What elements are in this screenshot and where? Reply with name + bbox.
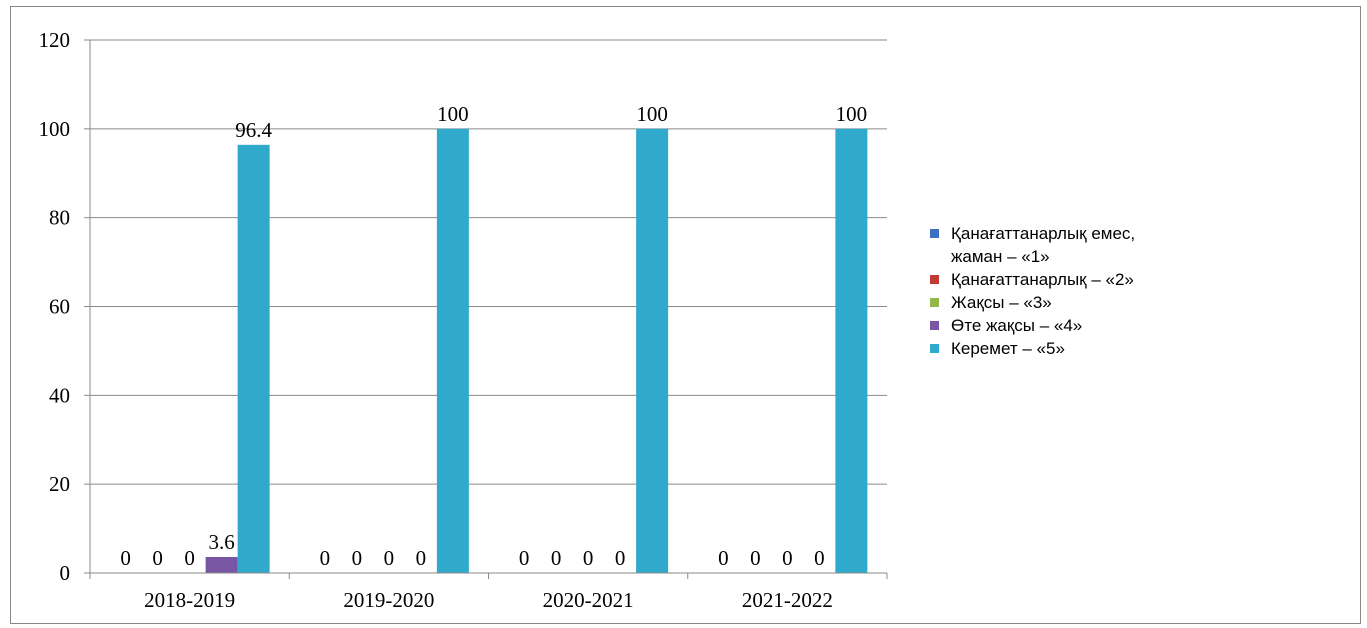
y-tick-label: 40 (49, 383, 70, 407)
legend-swatch (930, 275, 939, 284)
legend: Қанағаттанарлық емес, жаман – «1» Қанағат… (930, 222, 1150, 360)
y-tick-label: 20 (49, 472, 70, 496)
data-label: 100 (836, 102, 868, 126)
legend-item: Қанағаттанарлық емес, жаман – «1» (930, 222, 1150, 268)
legend-label: Жақсы – «3» (951, 293, 1052, 312)
y-tick-label: 80 (49, 206, 70, 230)
data-label: 0 (615, 546, 626, 570)
bar (835, 128, 868, 574)
data-label: 0 (152, 546, 163, 570)
data-label: 0 (120, 546, 131, 570)
data-label: 100 (437, 102, 469, 126)
legend-label: Қанағаттанарлық емес, жаман – «1» (951, 224, 1136, 266)
y-tick-label: 0 (60, 561, 71, 585)
data-label: 0 (782, 546, 793, 570)
data-label: 0 (718, 546, 729, 570)
legend-item: Өте жақсы – «4» (930, 314, 1150, 337)
data-label: 0 (384, 546, 395, 570)
legend-label: Өте жақсы – «4» (951, 316, 1083, 335)
bar (205, 557, 238, 573)
legend-item: Керемет – «5» (930, 337, 1150, 360)
bar (436, 128, 469, 574)
legend-swatch (930, 229, 939, 238)
x-tick-label: 2020-2021 (543, 588, 634, 612)
x-tick-label: 2019-2020 (343, 588, 434, 612)
x-tick-label: 2021-2022 (742, 588, 833, 612)
legend-item: Жақсы – «3» (930, 291, 1150, 314)
chart-border (10, 6, 1361, 624)
data-label: 0 (814, 546, 825, 570)
data-label: 0 (416, 546, 427, 570)
data-label: 0 (519, 546, 530, 570)
legend-swatch (930, 344, 939, 353)
data-label: 0 (352, 546, 363, 570)
data-label: 100 (636, 102, 668, 126)
y-tick-label: 60 (49, 295, 70, 319)
legend-swatch (930, 298, 939, 307)
y-tick-label: 100 (39, 117, 71, 141)
data-label: 96.4 (235, 118, 272, 142)
legend-item: Қанағаттанарлық – «2» (930, 268, 1150, 291)
data-label: 0 (184, 546, 195, 570)
data-label: 0 (320, 546, 331, 570)
bar (636, 128, 669, 574)
data-label: 0 (750, 546, 761, 570)
legend-label: Керемет – «5» (951, 339, 1065, 358)
data-label: 3.6 (209, 530, 235, 554)
bar (237, 144, 270, 573)
data-label: 0 (551, 546, 562, 570)
legend-label: Қанағаттанарлық – «2» (951, 270, 1134, 289)
x-tick-label: 2018-2019 (144, 588, 235, 612)
data-label: 0 (583, 546, 594, 570)
legend-swatch (930, 321, 939, 330)
y-tick-label: 120 (39, 28, 71, 52)
